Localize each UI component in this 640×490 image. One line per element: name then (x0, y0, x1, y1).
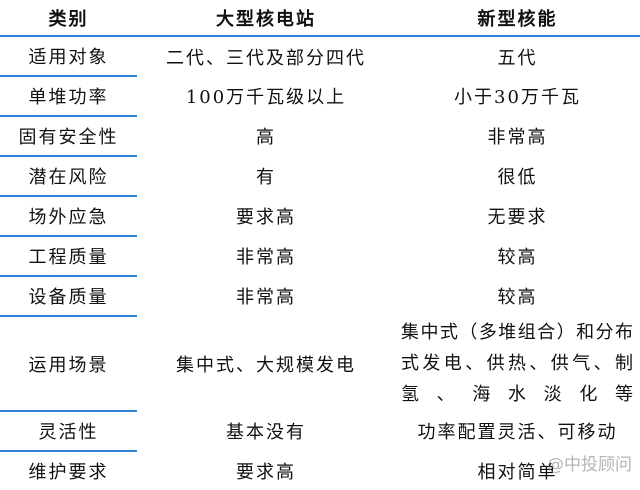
table-row: 设备质量 非常高 较高 (0, 276, 640, 317)
table-row: 适用对象 二代、三代及部分四代 五代 (0, 36, 640, 77)
cell-new: 无要求 (487, 207, 548, 228)
cell-large: 非常高 (236, 247, 296, 268)
cell-large: 要求高 (236, 207, 296, 228)
table-row: 运用场景 集中式、大规模发电 集中式（多堆组合）和分布式发电、供热、供气、制氢、海水… (0, 316, 640, 412)
cell-new: 很低 (497, 167, 538, 188)
cell-category: 单堆功率 (0, 76, 137, 117)
cell-category: 运用场景 (0, 316, 137, 412)
cell-new: 相对简单 (477, 461, 558, 483)
cell-new: 非常高 (487, 127, 548, 148)
cell-large: 100万千瓦级以上 (185, 87, 347, 108)
cell-text: 集中式（多堆组合）和分布式发电、供热、供气、制氢、海水淡化等 (401, 322, 634, 405)
cell-large: 有 (256, 167, 276, 188)
cell-large: 基本没有 (226, 422, 306, 443)
cell-large: 二代、三代及部分四代 (166, 47, 366, 69)
table-row: 维护要求 要求高 相对简单 (0, 451, 640, 490)
cell-new: 较高 (497, 247, 538, 268)
cell-category: 维护要求 (28, 462, 109, 483)
cell-large: 高 (256, 127, 276, 148)
cell-new: 小于30万千瓦 (454, 87, 581, 108)
cell-category: 适用对象 (0, 36, 137, 77)
header-new-nuclear: 新型核能 (395, 0, 640, 37)
cell-new: 集中式（多堆组合）和分布式发电、供热、供气、制氢、海水淡化等 (395, 316, 640, 411)
header-category: 类别 (0, 0, 137, 37)
cell-new: 较高 (497, 287, 538, 308)
cell-category: 场外应急 (0, 196, 137, 237)
cell-category: 固有安全性 (0, 116, 137, 157)
header-row: 类别 大型核电站 新型核能 (0, 0, 640, 37)
cell-category: 潜在风险 (0, 156, 137, 197)
cell-large: 要求高 (236, 461, 296, 483)
cell-category: 灵活性 (0, 411, 137, 452)
table-row: 潜在风险 有 很低 (0, 156, 640, 197)
cell-category: 工程质量 (0, 236, 137, 277)
cell-category: 设备质量 (0, 276, 137, 317)
table-row: 灵活性 基本没有 功率配置灵活、可移动 (0, 411, 640, 452)
watermark: @中投顾问 (547, 455, 632, 475)
table-row: 场外应急 要求高 无要求 (0, 196, 640, 237)
cell-new: 功率配置灵活、可移动 (417, 422, 618, 443)
table-row: 固有安全性 高 非常高 (0, 116, 640, 157)
table-row: 单堆功率 100万千瓦级以上 小于30万千瓦 (0, 76, 640, 117)
cell-new: 五代 (497, 47, 538, 69)
header-large-plant: 大型核电站 (137, 0, 395, 37)
cell-large: 集中式、大规模发电 (176, 354, 356, 376)
table-row: 工程质量 非常高 较高 (0, 236, 640, 277)
cell-large: 非常高 (236, 287, 296, 308)
